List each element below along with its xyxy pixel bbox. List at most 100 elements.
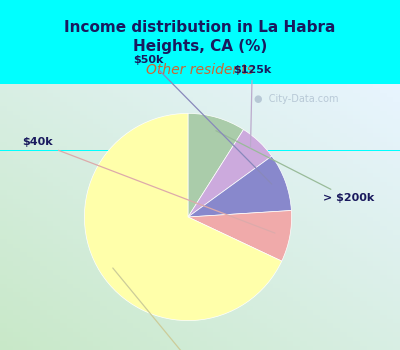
Bar	[87, 97, 93, 102]
Bar	[100, 84, 107, 89]
Bar	[120, 155, 127, 159]
Bar	[327, 182, 333, 186]
Bar	[373, 345, 380, 350]
Bar	[113, 270, 120, 275]
Bar	[360, 212, 367, 217]
Bar	[173, 208, 180, 212]
Bar	[387, 292, 393, 297]
Bar	[120, 345, 127, 350]
Bar	[360, 328, 367, 332]
Bar	[140, 190, 147, 195]
Bar	[333, 102, 340, 106]
Bar	[280, 84, 287, 89]
Bar	[93, 301, 100, 306]
Bar	[113, 257, 120, 261]
Bar	[307, 173, 313, 177]
Bar	[27, 217, 33, 222]
Bar	[53, 150, 60, 155]
Bar	[120, 124, 127, 128]
Bar	[300, 124, 307, 128]
Bar	[67, 279, 73, 284]
Bar	[60, 261, 67, 266]
Bar	[113, 345, 120, 350]
Bar	[93, 164, 100, 168]
Bar	[27, 115, 33, 119]
Bar	[320, 337, 327, 341]
Bar	[47, 239, 53, 244]
Bar	[120, 190, 127, 195]
Bar	[313, 252, 320, 257]
Bar	[120, 328, 127, 332]
Bar	[120, 208, 127, 212]
Bar	[173, 345, 180, 350]
Bar	[333, 252, 340, 257]
Bar	[47, 288, 53, 292]
Bar	[287, 288, 293, 292]
Bar	[327, 168, 333, 173]
Bar	[120, 341, 127, 345]
Bar	[193, 345, 200, 350]
Bar	[193, 199, 200, 204]
Bar	[80, 119, 87, 124]
Bar	[347, 261, 353, 266]
Bar	[213, 222, 220, 226]
Bar	[67, 301, 73, 306]
Bar	[280, 310, 287, 315]
Bar	[140, 155, 147, 159]
Bar	[60, 310, 67, 315]
Bar	[100, 111, 107, 115]
Bar	[380, 119, 387, 124]
Bar	[73, 257, 80, 261]
Bar	[40, 337, 47, 341]
Bar	[147, 199, 153, 204]
Bar	[7, 239, 13, 244]
Bar	[300, 323, 307, 328]
Bar	[7, 190, 13, 195]
Bar	[47, 199, 53, 204]
Bar	[220, 266, 227, 270]
Bar	[273, 230, 280, 235]
Bar	[353, 182, 360, 186]
Bar	[280, 279, 287, 284]
Bar	[53, 199, 60, 204]
Bar	[127, 111, 133, 115]
Bar	[287, 275, 293, 279]
Bar	[120, 217, 127, 222]
Bar	[133, 332, 140, 337]
Bar	[247, 306, 253, 310]
Bar	[180, 89, 187, 93]
Bar	[113, 173, 120, 177]
Bar	[120, 279, 127, 284]
Bar	[260, 97, 267, 102]
Bar	[313, 261, 320, 266]
Bar	[373, 275, 380, 279]
Bar	[73, 142, 80, 146]
Bar	[40, 332, 47, 337]
Bar	[193, 248, 200, 252]
Bar	[93, 173, 100, 177]
Bar	[7, 142, 13, 146]
Bar	[273, 257, 280, 261]
Bar	[380, 279, 387, 284]
Bar	[293, 275, 300, 279]
Bar	[353, 292, 360, 297]
Bar	[347, 319, 353, 323]
Bar	[220, 292, 227, 297]
Bar	[0, 301, 7, 306]
Bar	[93, 177, 100, 182]
Bar	[267, 288, 273, 292]
Bar	[247, 288, 253, 292]
Bar	[113, 301, 120, 306]
Bar	[300, 319, 307, 323]
Bar	[80, 266, 87, 270]
Text: $50k: $50k	[134, 55, 272, 184]
Bar	[133, 168, 140, 173]
Bar	[127, 97, 133, 102]
Bar	[253, 315, 260, 319]
Bar	[100, 239, 107, 244]
Bar	[353, 102, 360, 106]
Bar	[40, 84, 47, 89]
Bar	[367, 150, 373, 155]
Bar	[287, 150, 293, 155]
Bar	[87, 168, 93, 173]
